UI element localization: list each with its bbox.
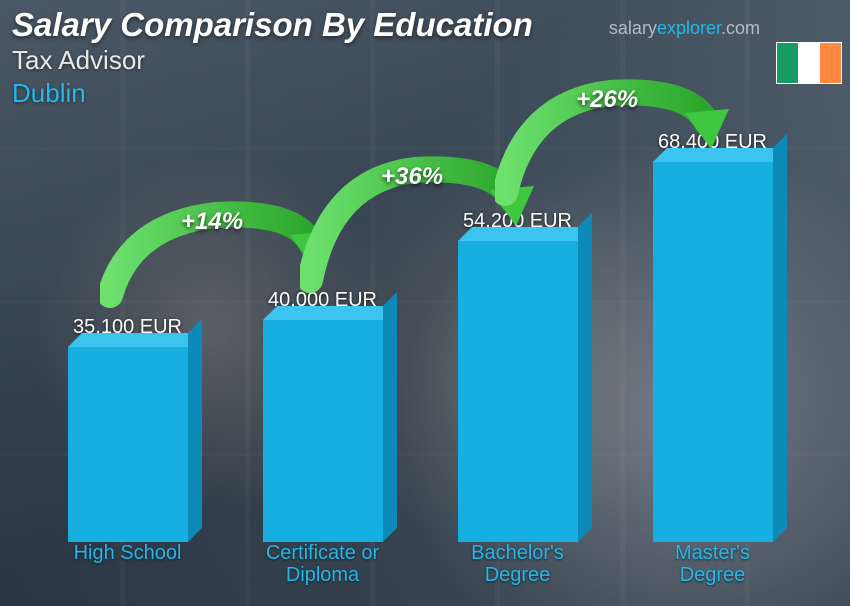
watermark: salaryexplorer.com — [609, 18, 760, 39]
percent-increase-label: +36% — [381, 163, 443, 191]
x-axis-label: High School — [30, 542, 225, 586]
percent-increase-label: +26% — [576, 86, 638, 114]
bar: 35,100 EUR — [30, 316, 225, 542]
watermark-accent: explorer — [657, 18, 721, 38]
chart-location: Dublin — [12, 77, 838, 110]
watermark-suffix: .com — [721, 18, 760, 38]
flag-stripe-white — [798, 43, 819, 83]
x-axis-label: Bachelor'sDegree — [420, 542, 615, 586]
bar-chart: 35,100 EUR40,000 EUR54,200 EUR68,400 EUR… — [30, 130, 810, 586]
x-labels: High SchoolCertificate orDiplomaBachelor… — [30, 542, 810, 586]
x-axis-label: Master'sDegree — [615, 542, 810, 586]
bars-container: 35,100 EUR40,000 EUR54,200 EUR68,400 EUR — [30, 130, 810, 542]
bar: 54,200 EUR — [420, 210, 615, 542]
flag-stripe-green — [777, 43, 798, 83]
ireland-flag-icon — [776, 42, 842, 84]
bar-shape — [68, 347, 188, 542]
percent-increase-label: +14% — [181, 208, 243, 236]
bar-shape — [263, 320, 383, 542]
x-axis-label: Certificate orDiploma — [225, 542, 420, 586]
bar: 40,000 EUR — [225, 289, 420, 542]
flag-stripe-orange — [820, 43, 841, 83]
bar: 68,400 EUR — [615, 131, 810, 542]
bar-shape — [458, 241, 578, 542]
chart-subtitle: Tax Advisor — [12, 44, 838, 77]
bar-shape — [653, 162, 773, 542]
watermark-prefix: salary — [609, 18, 657, 38]
